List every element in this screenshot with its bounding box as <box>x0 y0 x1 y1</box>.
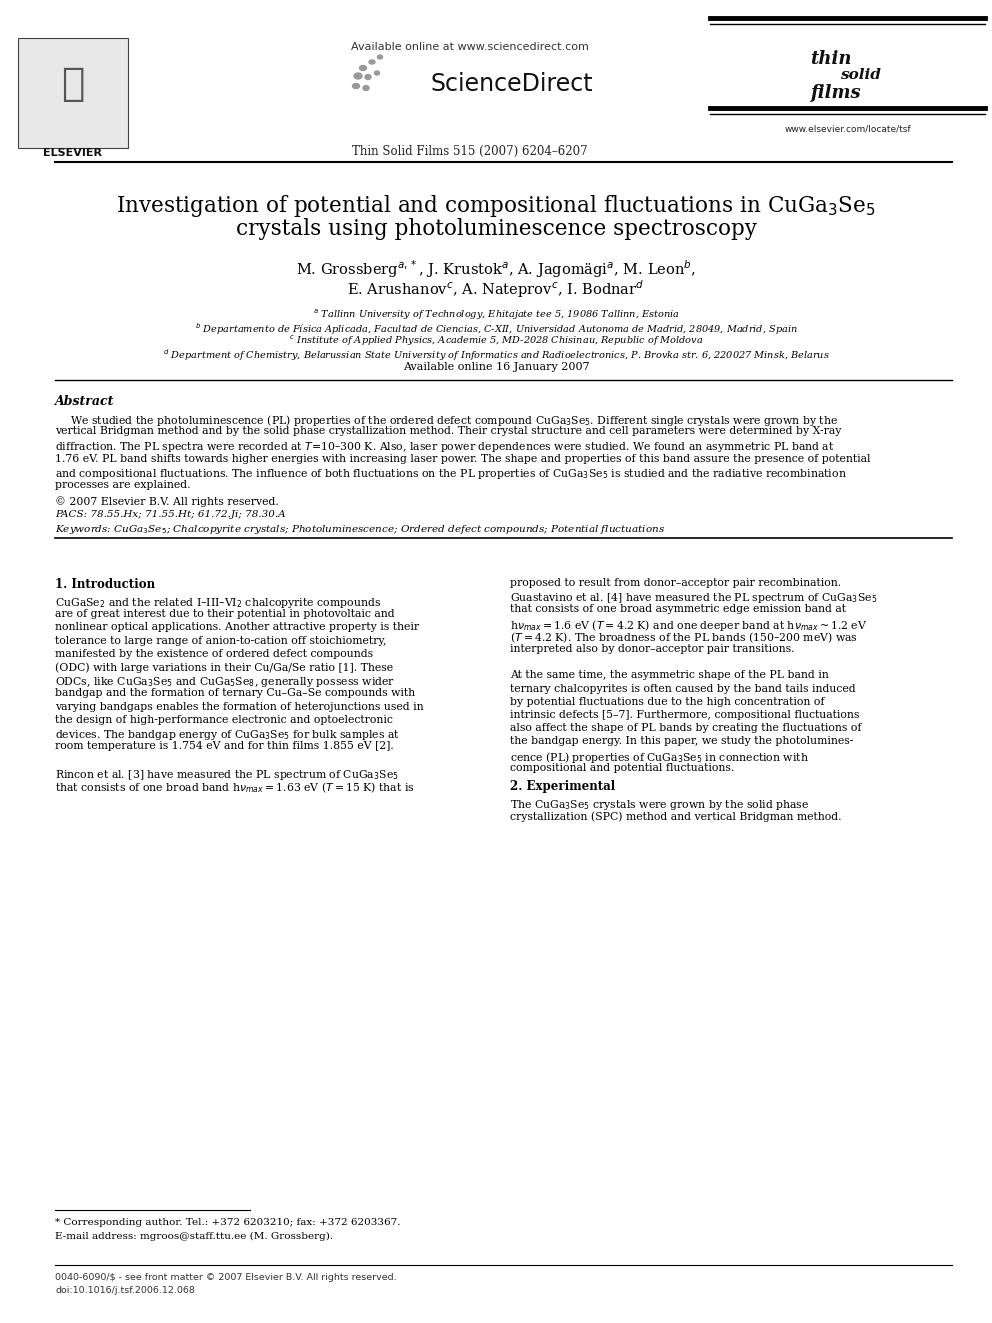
Ellipse shape <box>365 74 371 79</box>
Text: crystallization (SPC) method and vertical Bridgman method.: crystallization (SPC) method and vertica… <box>510 811 841 822</box>
Text: PACS: 78.55.Hx; 71.55.Ht; 61.72.Ji; 78.30.A: PACS: 78.55.Hx; 71.55.Ht; 61.72.Ji; 78.3… <box>55 509 286 519</box>
Ellipse shape <box>363 86 369 90</box>
Text: $^b$ Departamento de Física Aplicada, Facultad de Ciencias, C-XII, Universidad A: $^b$ Departamento de Física Aplicada, Fa… <box>194 321 798 337</box>
Ellipse shape <box>369 60 375 64</box>
Text: h$\nu_{max}$ = 1.6 eV ($T$ = 4.2 K) and one deeper band at h$\nu_{max}$ ~ 1.2 eV: h$\nu_{max}$ = 1.6 eV ($T$ = 4.2 K) and … <box>510 618 867 632</box>
Text: ternary chalcopyrites is often caused by the band tails induced: ternary chalcopyrites is often caused by… <box>510 684 856 693</box>
Text: At the same time, the asymmetric shape of the PL band in: At the same time, the asymmetric shape o… <box>510 671 828 680</box>
Text: Thin Solid Films 515 (2007) 6204–6207: Thin Solid Films 515 (2007) 6204–6207 <box>352 146 588 157</box>
Bar <box>18 38 128 148</box>
Text: that consists of one broad band h$\nu_{max}$ = 1.63 eV ($T$ = 15 K) that is: that consists of one broad band h$\nu_{m… <box>55 781 415 795</box>
Text: bandgap and the formation of ternary Cu–Ga–Se compounds with: bandgap and the formation of ternary Cu–… <box>55 688 415 699</box>
Text: Rincon et al. [3] have measured the PL spectrum of CuGa$_3$Se$_5$: Rincon et al. [3] have measured the PL s… <box>55 767 399 782</box>
Text: processes are explained.: processes are explained. <box>55 480 190 491</box>
Text: intrinsic defects [5–7]. Furthermore, compositional fluctuations: intrinsic defects [5–7]. Furthermore, co… <box>510 710 859 720</box>
Text: ScienceDirect: ScienceDirect <box>430 71 592 97</box>
Text: ELSEVIER: ELSEVIER <box>44 148 102 157</box>
Ellipse shape <box>352 83 359 89</box>
Text: Investigation of potential and compositional fluctuations in CuGa$_3$Se$_5$: Investigation of potential and compositi… <box>116 193 876 220</box>
Text: ODCs, like CuGa$_3$Se$_5$ and CuGa$_5$Se$_8$, generally possess wider: ODCs, like CuGa$_3$Se$_5$ and CuGa$_5$Se… <box>55 675 395 689</box>
Ellipse shape <box>359 66 366 70</box>
Text: tolerance to large range of anion-to-cation off stoichiometry,: tolerance to large range of anion-to-cat… <box>55 635 387 646</box>
Text: We studied the photoluminescence (PL) properties of the ordered defect compound : We studied the photoluminescence (PL) pr… <box>70 413 838 429</box>
Text: that consists of one broad asymmetric edge emission band at: that consists of one broad asymmetric ed… <box>510 605 846 614</box>
Text: nonlinear optical applications. Another attractive property is their: nonlinear optical applications. Another … <box>55 622 420 632</box>
Ellipse shape <box>354 73 362 79</box>
Text: 0040-6090/$ - see front matter © 2007 Elsevier B.V. All rights reserved.: 0040-6090/$ - see front matter © 2007 El… <box>55 1273 397 1282</box>
Text: compositional and potential fluctuations.: compositional and potential fluctuations… <box>510 763 734 773</box>
Text: doi:10.1016/j.tsf.2006.12.068: doi:10.1016/j.tsf.2006.12.068 <box>55 1286 194 1295</box>
Text: solid: solid <box>840 67 881 82</box>
Text: * Corresponding author. Tel.: +372 6203210; fax: +372 6203367.: * Corresponding author. Tel.: +372 62032… <box>55 1218 401 1226</box>
Text: room temperature is 1.754 eV and for thin films 1.855 eV [2].: room temperature is 1.754 eV and for thi… <box>55 741 394 751</box>
Text: Available online at www.sciencedirect.com: Available online at www.sciencedirect.co… <box>351 42 589 52</box>
Ellipse shape <box>375 71 380 75</box>
Text: E-mail address: mgroos@staff.ttu.ee (M. Grossberg).: E-mail address: mgroos@staff.ttu.ee (M. … <box>55 1232 333 1241</box>
Text: CuGaSe$_2$ and the related I–III–VI$_2$ chalcopyrite compounds: CuGaSe$_2$ and the related I–III–VI$_2$ … <box>55 595 381 610</box>
Text: $^d$ Department of Chemistry, Belarussian State University of Informatics and Ra: $^d$ Department of Chemistry, Belarussia… <box>163 347 829 363</box>
Text: 1. Introduction: 1. Introduction <box>55 578 155 591</box>
Text: $^a$ Tallinn University of Technology, Ehitajate tee 5, 19086 Tallinn, Estonia: $^a$ Tallinn University of Technology, E… <box>312 308 680 323</box>
Text: proposed to result from donor–acceptor pair recombination.: proposed to result from donor–acceptor p… <box>510 578 841 587</box>
Text: © 2007 Elsevier B.V. All rights reserved.: © 2007 Elsevier B.V. All rights reserved… <box>55 496 279 507</box>
Text: ($T$ = 4.2 K). The broadness of the PL bands (150–200 meV) was: ($T$ = 4.2 K). The broadness of the PL b… <box>510 631 858 646</box>
Ellipse shape <box>378 56 383 60</box>
Text: Keywords: CuGa$_3$Se$_5$; Chalcopyrite crystals; Photoluminescence; Ordered defe: Keywords: CuGa$_3$Se$_5$; Chalcopyrite c… <box>55 523 665 536</box>
Text: Guastavino et al. [4] have measured the PL spectrum of CuGa$_3$Se$_5$: Guastavino et al. [4] have measured the … <box>510 591 877 605</box>
Text: manifested by the existence of ordered defect compounds: manifested by the existence of ordered d… <box>55 648 373 659</box>
Text: the design of high-performance electronic and optoelectronic: the design of high-performance electroni… <box>55 714 393 725</box>
Text: devices. The bandgap energy of CuGa$_3$Se$_5$ for bulk samples at: devices. The bandgap energy of CuGa$_3$S… <box>55 728 400 742</box>
Text: diffraction. The PL spectra were recorded at $T$=10–300 K. Also, laser power dep: diffraction. The PL spectra were recorde… <box>55 441 834 454</box>
Text: 🌳: 🌳 <box>62 65 84 103</box>
Text: Abstract: Abstract <box>55 396 114 407</box>
Text: the bandgap energy. In this paper, we study the photolumines-: the bandgap energy. In this paper, we st… <box>510 737 853 746</box>
Text: are of great interest due to their potential in photovoltaic and: are of great interest due to their poten… <box>55 609 395 619</box>
Text: cence (PL) properties of CuGa$_3$Se$_5$ in connection with: cence (PL) properties of CuGa$_3$Se$_5$ … <box>510 750 808 765</box>
Text: films: films <box>810 83 861 102</box>
Text: thin: thin <box>810 50 851 67</box>
Text: by potential fluctuations due to the high concentration of: by potential fluctuations due to the hig… <box>510 697 824 706</box>
Text: vertical Bridgman method and by the solid phase crystallization method. Their cr: vertical Bridgman method and by the soli… <box>55 426 841 437</box>
Text: and compositional fluctuations. The influence of both fluctuations on the PL pro: and compositional fluctuations. The infl… <box>55 467 847 482</box>
Text: 1.76 eV. PL band shifts towards higher energies with increasing laser power. The: 1.76 eV. PL band shifts towards higher e… <box>55 454 871 463</box>
Text: interpreted also by donor–acceptor pair transitions.: interpreted also by donor–acceptor pair … <box>510 644 795 654</box>
Text: varying bandgaps enables the formation of heterojunctions used in: varying bandgaps enables the formation o… <box>55 701 424 712</box>
Text: crystals using photoluminescence spectroscopy: crystals using photoluminescence spectro… <box>235 218 757 239</box>
Text: The CuGa$_3$Se$_5$ crystals were grown by the solid phase: The CuGa$_3$Se$_5$ crystals were grown b… <box>510 798 809 812</box>
Text: M. Grossberg$^{a,*}$, J. Krustok$^a$, A. Jagomägi$^a$, M. Leon$^b$,: M. Grossberg$^{a,*}$, J. Krustok$^a$, A.… <box>296 258 696 279</box>
Text: 2. Experimental: 2. Experimental <box>510 781 615 792</box>
Text: www.elsevier.com/locate/tsf: www.elsevier.com/locate/tsf <box>785 124 912 134</box>
Text: also affect the shape of PL bands by creating the fluctuations of: also affect the shape of PL bands by cre… <box>510 724 861 733</box>
Text: (ODC) with large variations in their Cu/Ga/Se ratio [1]. These: (ODC) with large variations in their Cu/… <box>55 662 393 672</box>
Text: Available online 16 January 2007: Available online 16 January 2007 <box>403 363 589 372</box>
Text: $^c$ Institute of Applied Physics, Academie 5, MD-2028 Chisinau, Republic of Mol: $^c$ Institute of Applied Physics, Acade… <box>289 333 703 348</box>
Text: E. Arushanov$^c$, A. Nateprov$^c$, I. Bodnar$^d$: E. Arushanov$^c$, A. Nateprov$^c$, I. Bo… <box>347 278 645 300</box>
